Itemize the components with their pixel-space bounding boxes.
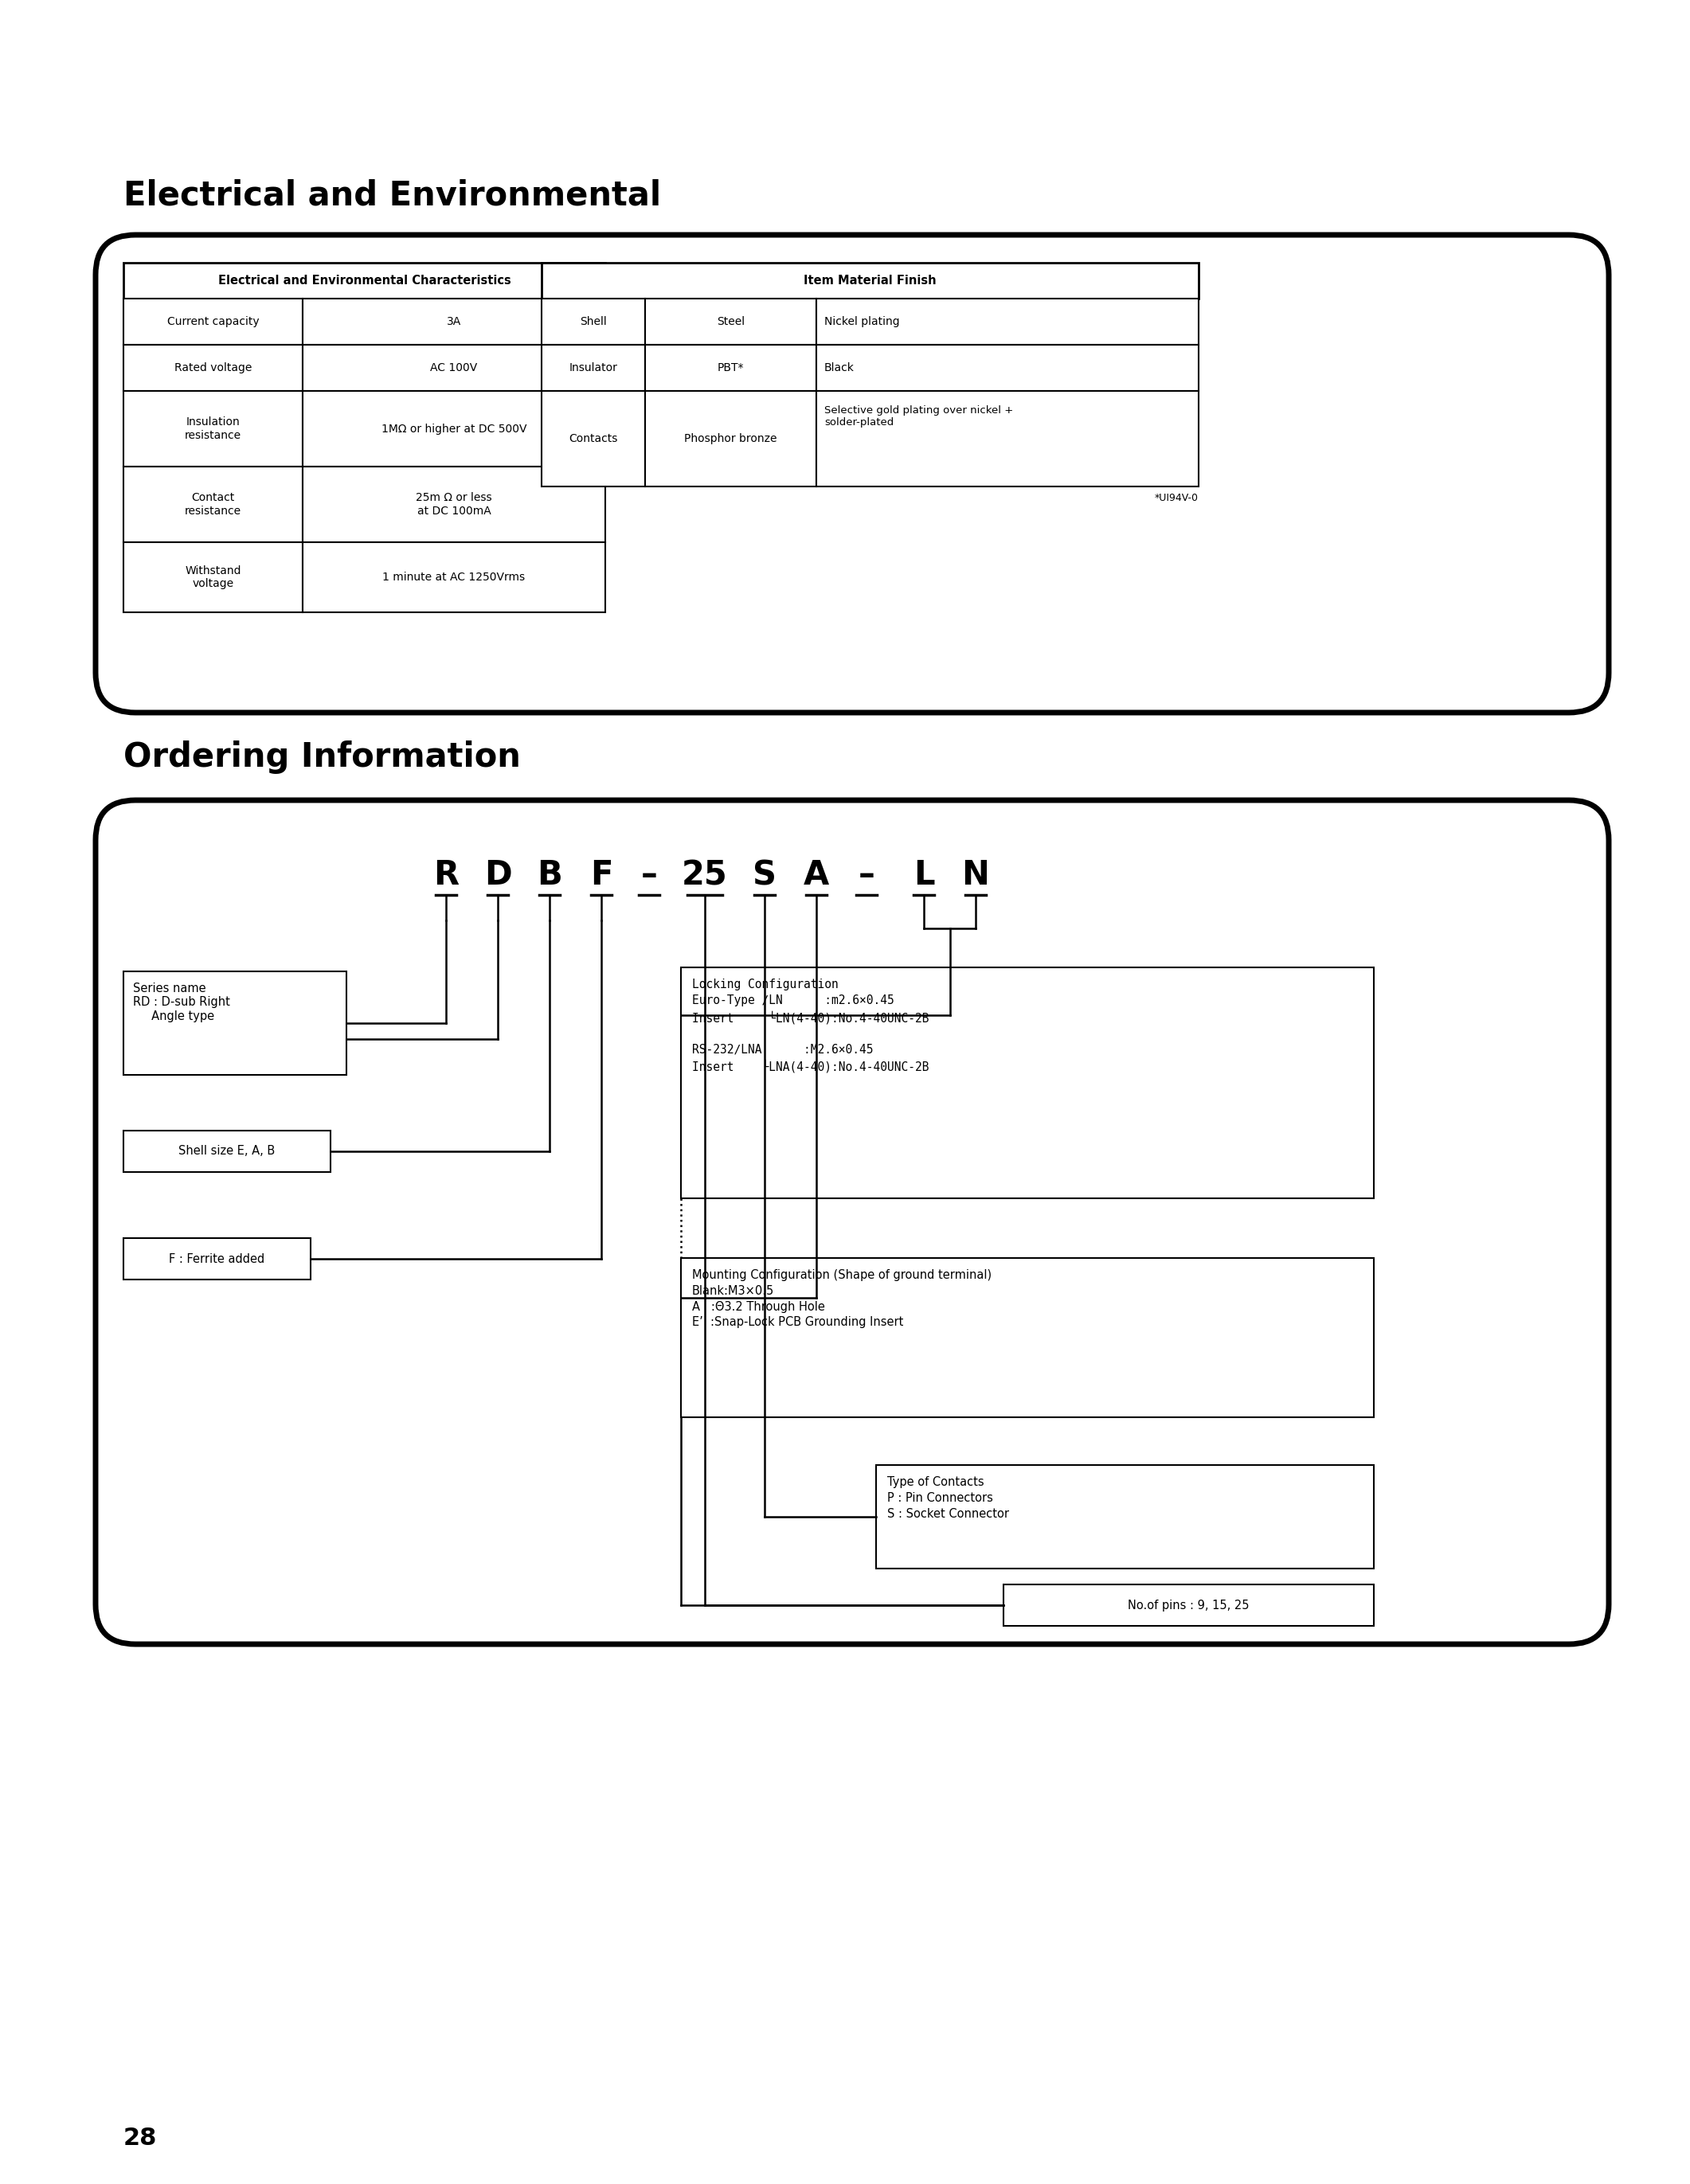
Text: F : Ferrite added: F : Ferrite added — [169, 1254, 265, 1265]
Text: N: N — [962, 858, 990, 891]
Text: Electrical and Environmental: Electrical and Environmental — [123, 179, 661, 212]
Bar — [303, 467, 605, 542]
Bar — [646, 345, 816, 391]
Bar — [303, 391, 605, 467]
Bar — [303, 345, 605, 391]
Text: L: L — [913, 858, 935, 891]
Bar — [541, 345, 646, 391]
Bar — [816, 391, 1198, 487]
Text: Nickel plating: Nickel plating — [825, 317, 899, 328]
Bar — [123, 345, 303, 391]
Text: S: S — [752, 858, 776, 891]
Text: R: R — [433, 858, 458, 891]
Text: F: F — [590, 858, 613, 891]
Text: 3A: 3A — [446, 317, 461, 328]
Text: Rated voltage: Rated voltage — [174, 363, 252, 373]
Bar — [681, 968, 1374, 1199]
Bar — [646, 391, 816, 487]
Bar — [123, 542, 303, 612]
Text: –: – — [859, 858, 875, 891]
Bar — [681, 1258, 1374, 1417]
Text: Contacts: Contacts — [570, 432, 619, 443]
Bar — [541, 262, 1198, 299]
FancyBboxPatch shape — [96, 799, 1609, 1645]
Bar — [1004, 1583, 1374, 1625]
Bar — [123, 299, 303, 345]
Text: AC 100V: AC 100V — [431, 363, 478, 373]
Text: Black: Black — [825, 363, 855, 373]
Text: Series name
RD : D-sub Right
     Angle type: Series name RD : D-sub Right Angle type — [134, 983, 230, 1022]
Bar — [123, 391, 303, 467]
Text: Contact
resistance: Contact resistance — [184, 491, 242, 515]
Bar — [646, 299, 816, 345]
Text: Insulation
resistance: Insulation resistance — [184, 417, 242, 441]
Text: *UI94V-0: *UI94V-0 — [1154, 494, 1198, 502]
Text: Locking Configuration
Euro-Type ∕LN      :m2.6×0.45
Insert     └LN(4-40):No.4-40: Locking Configuration Euro-Type ∕LN :m2.… — [693, 978, 930, 1072]
Text: No.of pins : 9, 15, 25: No.of pins : 9, 15, 25 — [1127, 1599, 1249, 1612]
Text: Withstand
voltage: Withstand voltage — [184, 566, 242, 590]
Bar — [816, 345, 1198, 391]
Text: A: A — [803, 858, 830, 891]
Text: 25: 25 — [681, 858, 728, 891]
Bar — [303, 542, 605, 612]
Text: Selective gold plating over nickel +
solder-plated: Selective gold plating over nickel + sol… — [825, 406, 1014, 428]
Text: D: D — [483, 858, 512, 891]
Text: Phosphor bronze: Phosphor bronze — [684, 432, 777, 443]
Text: Ordering Information: Ordering Information — [123, 740, 521, 773]
Text: 28: 28 — [123, 2127, 157, 2149]
Bar — [123, 262, 605, 299]
Text: Electrical and Environmental Characteristics: Electrical and Environmental Characteris… — [218, 275, 510, 286]
Text: PBT*: PBT* — [717, 363, 744, 373]
Bar — [123, 972, 346, 1075]
Bar — [875, 1465, 1374, 1568]
Bar — [123, 1238, 311, 1280]
Text: B: B — [537, 858, 563, 891]
Text: Type of Contacts
P : Pin Connectors
S : Socket Connector: Type of Contacts P : Pin Connectors S : … — [887, 1476, 1009, 1520]
Text: Insulator: Insulator — [570, 363, 617, 373]
Bar — [541, 391, 646, 487]
Text: Current capacity: Current capacity — [167, 317, 259, 328]
Text: –: – — [641, 858, 657, 891]
Bar — [123, 467, 303, 542]
Text: Item Material Finish: Item Material Finish — [804, 275, 936, 286]
Text: Shell: Shell — [580, 317, 607, 328]
Bar — [123, 1131, 331, 1173]
Text: Mounting Configuration (Shape of ground terminal)
Blank:M3×0.5
A   :Θ3.2 Through: Mounting Configuration (Shape of ground … — [693, 1269, 992, 1328]
Text: Shell size E, A, B: Shell size E, A, B — [179, 1144, 275, 1158]
Bar — [541, 299, 646, 345]
Text: 1 minute at AC 1250Vrms: 1 minute at AC 1250Vrms — [382, 572, 526, 583]
Text: Steel: Steel — [717, 317, 745, 328]
Bar — [303, 299, 605, 345]
Text: 1MΩ or higher at DC 500V: 1MΩ or higher at DC 500V — [382, 424, 527, 435]
Text: 25m Ω or less
at DC 100mA: 25m Ω or less at DC 100mA — [416, 491, 492, 515]
FancyBboxPatch shape — [96, 236, 1609, 712]
Bar — [816, 299, 1198, 345]
